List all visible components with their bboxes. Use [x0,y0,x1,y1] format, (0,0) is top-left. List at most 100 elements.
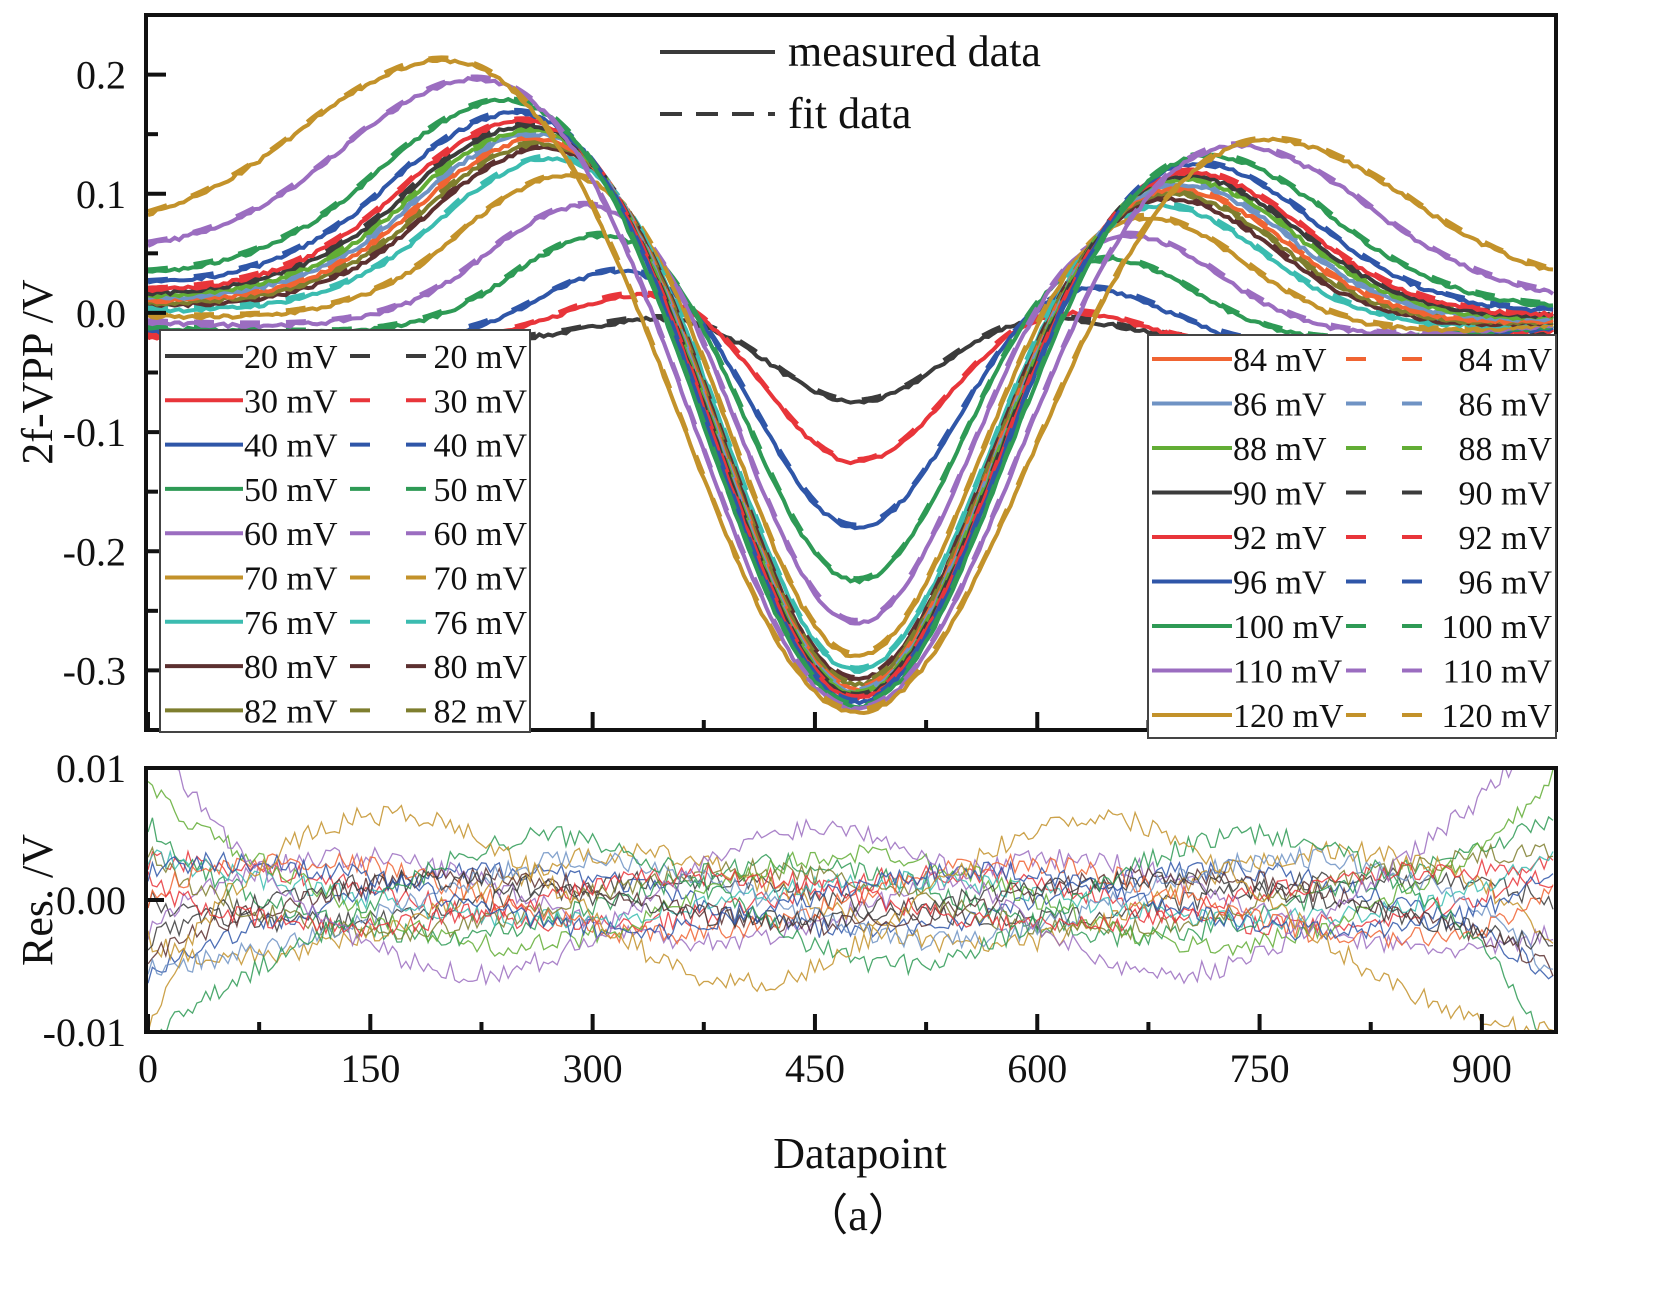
top-y-axis: -0.3 -0.2 -0.1 0.0 0.1 0.2 [63,53,166,693]
fit-line-76-mV [148,153,1554,671]
x-tick-label: 150 [340,1046,400,1091]
legend-measured-label: 92 mV [1233,520,1327,557]
legend-measured-label: 76 mV [244,605,338,642]
residual-line-88-mV [148,770,1554,958]
measured-line-60-mV [148,202,1554,626]
x-tick-label: 600 [1007,1046,1067,1091]
style-legend: measured data fit data [660,27,1041,138]
legend-entry: 110 mV 110 mV [1152,654,1552,691]
legend-measured-label: 82 mV [244,693,338,730]
x-tick-label: 0 [138,1046,158,1091]
measured-line-120-mV [148,57,1554,716]
legend-measured-label: measured data [788,27,1041,76]
legend-entry: 120 mV 120 mV [1152,698,1552,735]
legend-entry: 40 mV 40 mV [165,428,527,465]
legend-entry: 50 mV 50 mV [165,472,527,509]
fit-line-86-mV [148,129,1554,692]
y-tick-label: 0.2 [76,53,126,98]
fit-line-80-mV [148,143,1554,681]
legend-fit-label: 30 mV [434,383,528,420]
legend-entry: 70 mV 70 mV [165,561,527,598]
legend-measured-label: 90 mV [1233,476,1327,513]
residual-line-50-mV [148,815,1554,949]
legend-measured-label: 20 mV [244,339,338,376]
x-tick-label: 750 [1230,1046,1290,1091]
legend-entry: 20 mV 20 mV [165,339,527,376]
legend-fit-label: 110 mV [1443,654,1553,691]
figure-caption: （a） [804,1191,912,1240]
legend-measured-label: 70 mV [244,561,338,598]
bottom-plot: -0.01 0.00 0.01 0 150 300 450 600 750 900 Res. /… [13,746,1558,1240]
legend-entry: 90 mV 90 mV [1152,476,1552,513]
residual-line-86-mV [148,845,1554,976]
fit-line-92-mV [148,116,1554,700]
legend-fit-label: 88 mV [1459,431,1553,468]
y-tick-label: -0.2 [63,529,126,574]
fit-line-100-mV [148,95,1554,707]
legend-measured-label: 40 mV [244,428,338,465]
legend-entry: 30 mV 30 mV [165,383,527,420]
residual-line-76-mV [148,849,1554,931]
legend-measured-label: 50 mV [244,472,338,509]
x-tick-label: 300 [563,1046,623,1091]
legend-fit-label: 96 mV [1459,565,1553,602]
legend-entry: 88 mV 88 mV [1152,431,1552,468]
fit-line-88-mV [148,125,1554,695]
bottom-x-axis: 0 150 300 450 600 750 900 [138,1014,1512,1091]
bottom-y-axis: -0.01 0.00 0.01 [43,746,164,1055]
y-tick-label: -0.01 [43,1010,126,1055]
legend-fit-label: 86 mV [1459,387,1553,424]
residual-line-120-mV [148,804,1554,1030]
legend-measured-label: 120 mV [1233,698,1344,735]
legend-fit-label: 40 mV [434,428,528,465]
fit-line-82-mV [148,138,1554,685]
legend-fit-label: 90 mV [1459,476,1553,513]
y-tick-label: 0.1 [76,172,126,217]
bottom-y-axis-title: Res. /V [13,834,62,966]
fit-line-84-mV [148,134,1554,690]
legend-entry: 76 mV 76 mV [165,605,527,642]
legend-fit-label: fit data [788,89,911,138]
residual-line-82-mV [148,842,1554,943]
legend-fit-label: 80 mV [434,649,528,686]
residual-line-70-mV [148,840,1554,967]
y-tick-label: -0.3 [63,648,126,693]
legend-measured-label: 84 mV [1233,342,1327,379]
legend-entry: 86 mV 86 mV [1152,387,1552,424]
y-tick-label: 0.01 [56,746,126,791]
legend-fit-label: 20 mV [434,339,528,376]
legend-entry: 84 mV 84 mV [1152,342,1552,379]
legend-fit-label: 50 mV [434,472,528,509]
legend-fit-label: 100 mV [1442,609,1553,646]
legend-measured-label: 60 mV [244,516,338,553]
fit-line-60-mV [148,200,1554,623]
residual-line-100-mV [160,822,1538,1030]
fit-line-110-mV [148,74,1554,710]
residual-line-92-mV [148,857,1554,938]
fit-line-70-mV [148,170,1554,657]
top-plot: -0.3 -0.2 -0.1 0.0 0.1 0.2 2f-VPP /V measured… [13,13,1558,739]
legend-entry: 60 mV 60 mV [165,516,527,553]
legend-measured-label: 100 mV [1233,609,1344,646]
legend-entry: 92 mV 92 mV [1152,520,1552,557]
legend-measured-label: 88 mV [1233,431,1327,468]
legend-fit-label: 70 mV [434,561,528,598]
legend-entry: 80 mV 80 mV [165,649,527,686]
legend-measured-label: 110 mV [1233,654,1343,691]
legend-fit-label: 60 mV [434,516,528,553]
x-tick-label: 900 [1452,1046,1512,1091]
top-y-axis-title: 2f-VPP /V [13,279,62,465]
legend-measured-label: 96 mV [1233,565,1327,602]
legend-measured-label: 80 mV [244,649,338,686]
legend-fit-label: 84 mV [1459,342,1553,379]
legend-fit-label: 82 mV [434,693,528,730]
y-tick-label: -0.1 [63,410,126,455]
legend-measured-label: 30 mV [244,383,338,420]
legend-entry: 82 mV 82 mV [165,693,527,730]
x-tick-label: 450 [785,1046,845,1091]
legend-fit-label: 120 mV [1442,698,1553,735]
residual-line-90-mV [148,869,1554,951]
